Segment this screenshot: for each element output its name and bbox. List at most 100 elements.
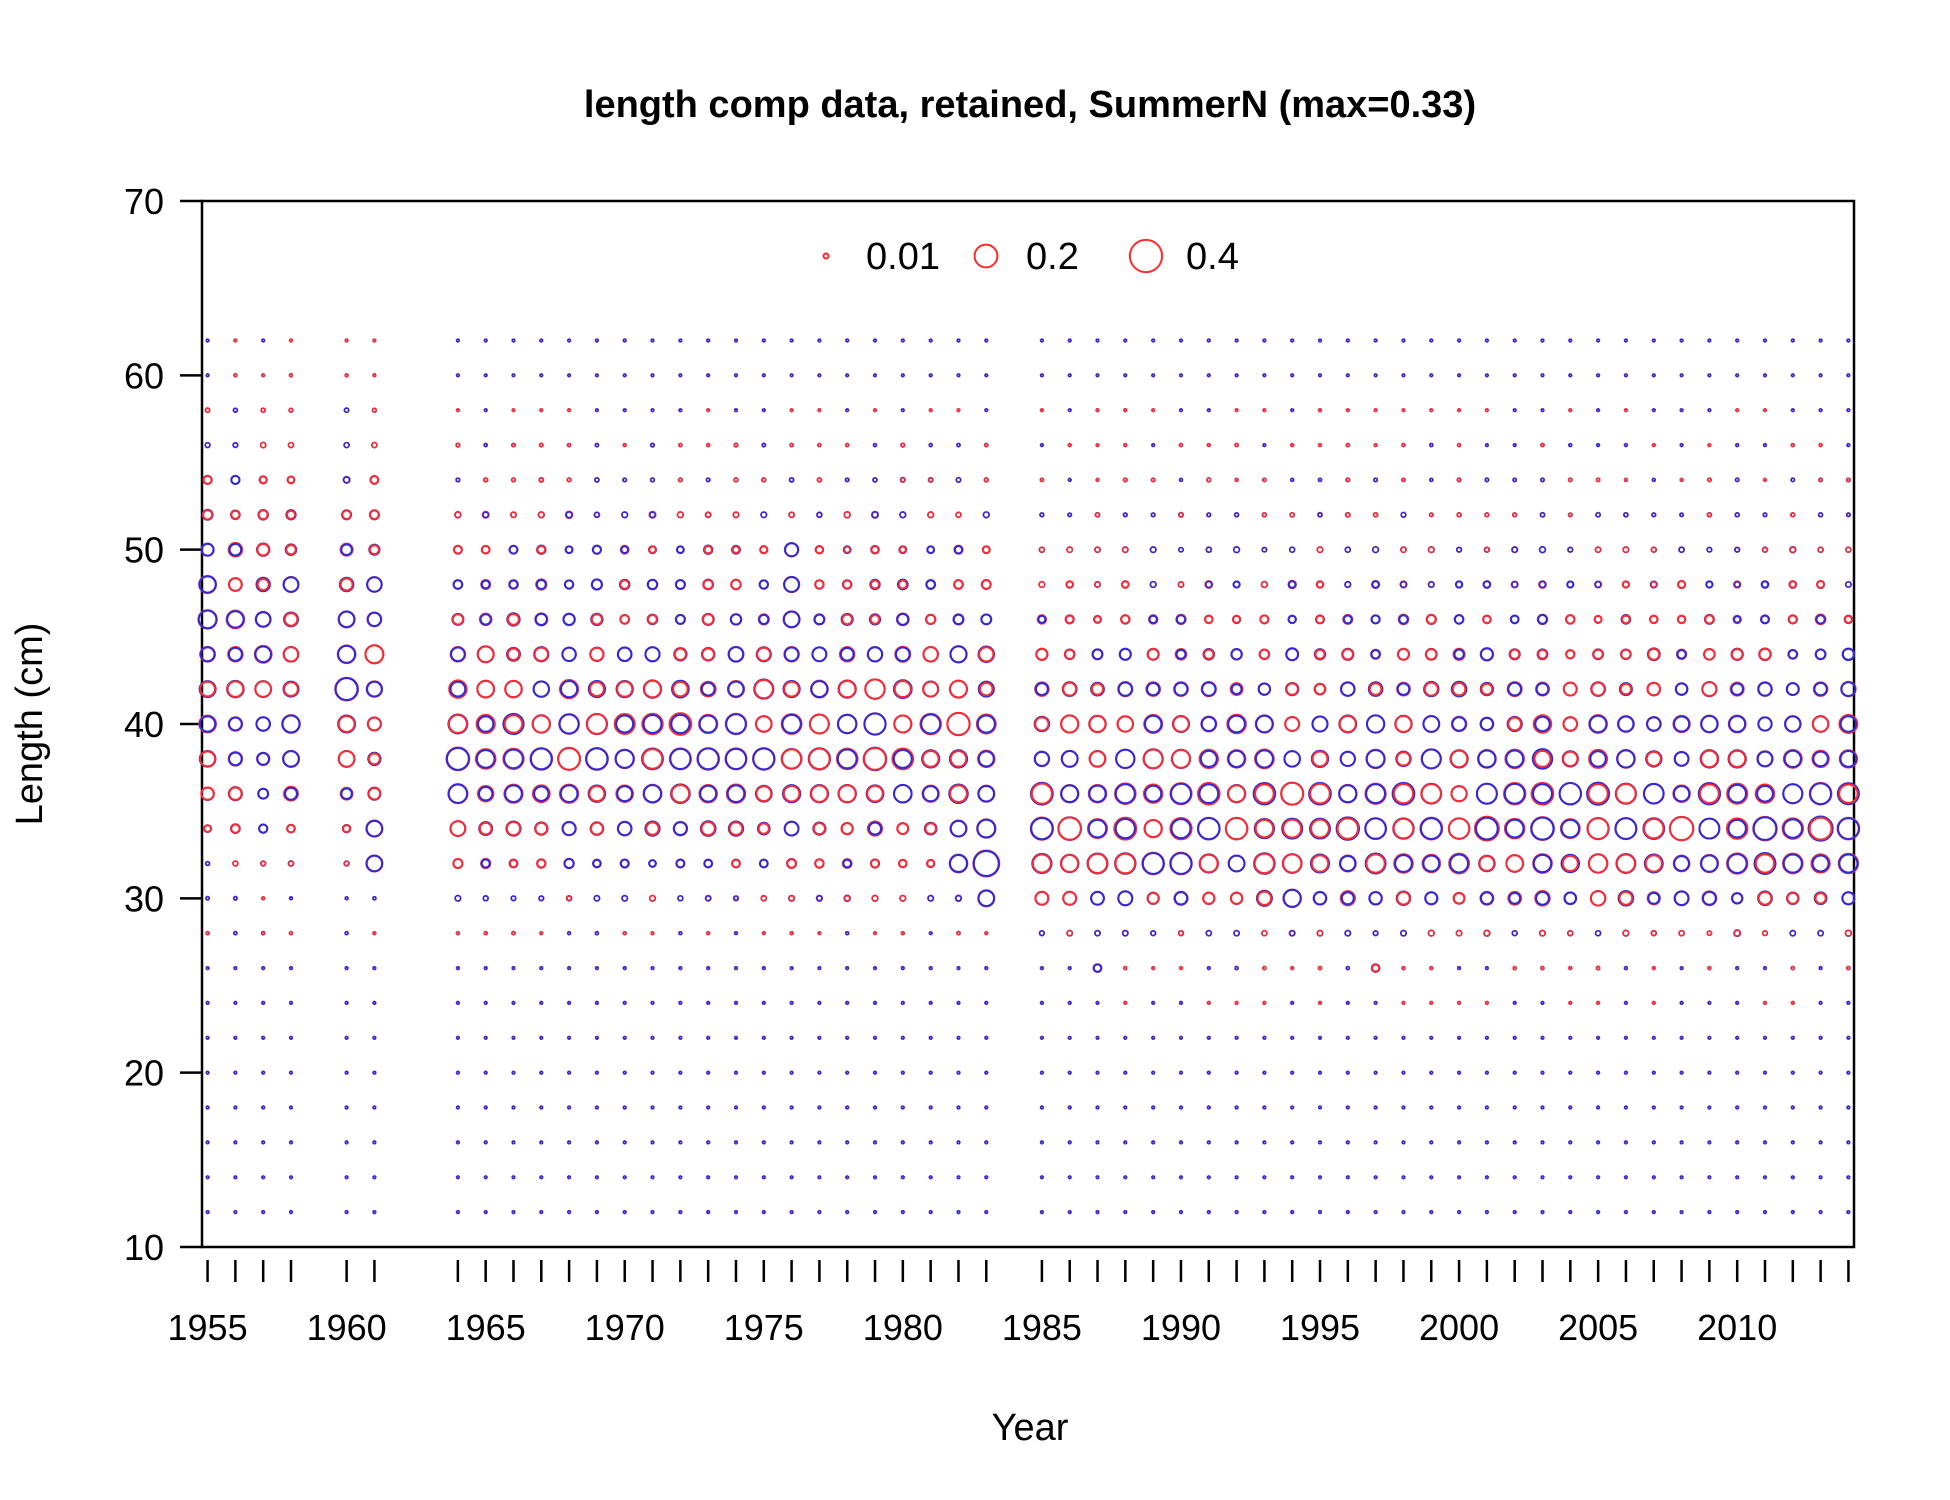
observed-bubble [506,647,521,662]
observed-bubble [1762,477,1768,483]
expected-bubble [1178,1070,1184,1075]
observed-bubble [1707,965,1712,971]
expected-bubble [872,373,878,378]
expected-bubble [561,646,577,662]
expected-bubble [1623,1175,1628,1180]
expected-bubble [1227,749,1246,769]
observed-bubble [928,408,933,413]
expected-bubble [1512,408,1517,413]
expected-bubble [1757,716,1773,732]
expected-bubble [817,1070,822,1075]
expected-bubble [1540,1070,1545,1075]
expected-bubble [872,1105,878,1110]
expected-bubble [956,1140,961,1145]
expected-bubble [1317,1209,1323,1215]
observed-bubble [1568,965,1573,971]
expected-bubble [1651,1140,1656,1145]
expected-bubble [372,1000,377,1006]
observed-bubble [344,373,349,378]
expected-bubble [984,1070,989,1075]
observed-bubble [1789,546,1797,554]
expected-bubble [1344,929,1352,937]
observed-bubble [1253,852,1276,875]
expected-bubble [761,1070,766,1075]
expected-bubble [1290,1035,1295,1040]
expected-bubble [511,1000,516,1006]
expected-bubble [1540,1209,1545,1215]
x-tick-label: 1995 [1280,1307,1360,1348]
expected-bubble [1282,888,1302,908]
observed-bubble [622,442,627,448]
expected-bubble [1540,1140,1545,1145]
expected-bubble [872,1175,878,1180]
expected-bubble [1429,1140,1434,1145]
expected-bubble [899,511,907,519]
observed-bubble [455,931,461,936]
expected-bubble [1449,853,1470,874]
expected-bubble [1317,512,1323,518]
observed-bubble [1065,580,1074,589]
observed-bubble [1700,749,1719,769]
expected-bubble [872,1140,878,1145]
expected-bubble [284,786,298,801]
expected-bubble [980,613,993,626]
expected-bubble [1450,680,1468,698]
observed-bubble [866,784,884,803]
observed-bubble [949,784,968,804]
expected-bubble [1453,614,1465,625]
expected-bubble [539,373,544,378]
expected-bubble [678,408,683,413]
observed-bubble [781,748,803,770]
expected-bubble [205,965,210,971]
expected-bubble [1679,373,1684,378]
expected-bubble [566,931,572,936]
expected-bubble [342,476,351,484]
expected-bubble [1651,1070,1656,1075]
observed-bubble [1345,442,1351,448]
observed-bubble [233,373,238,378]
observed-bubble [1650,546,1657,553]
expected-bubble [1456,1175,1462,1180]
expected-bubble [956,965,961,971]
expected-bubble [622,338,627,343]
expected-bubble [483,1035,488,1040]
observed-bubble [566,408,572,413]
expected-bubble [650,338,655,343]
observed-bubble [1122,477,1128,483]
expected-bubble [1762,338,1768,343]
expected-bubble [372,1209,377,1215]
observed-bubble [1561,854,1579,873]
observed-bubble [588,681,605,698]
expected-bubble [1679,1140,1684,1145]
expected-bubble [1173,681,1189,697]
expected-bubble [1837,817,1860,840]
observed-bubble [1532,714,1553,734]
expected-bubble [727,646,745,663]
expected-bubble [1317,1070,1323,1075]
expected-bubble [650,442,655,448]
observed-bubble [1229,682,1244,697]
observed-bubble [452,857,464,870]
expected-bubble [900,1035,905,1040]
expected-bubble [872,1000,878,1006]
observed-bubble [455,442,461,448]
observed-bubble [1567,477,1573,483]
expected-bubble [1566,580,1575,589]
expected-bubble [1733,615,1742,624]
observed-bubble [705,511,712,518]
expected-bubble [1401,1175,1406,1180]
expected-bubble [343,407,350,414]
expected-bubble [1117,890,1134,907]
expected-bubble [344,965,349,971]
observed-bubble [619,614,631,625]
expected-bubble [205,1140,210,1145]
expected-bubble [928,442,933,448]
observed-bubble [643,679,662,699]
observed-bubble [1623,408,1628,413]
expected-bubble [1039,1035,1044,1040]
expected-bubble [1700,714,1719,734]
expected-bubble [1735,1035,1740,1040]
expected-bubble [1651,373,1656,378]
expected-bubble [1206,1209,1211,1215]
expected-bubble [261,1175,266,1180]
